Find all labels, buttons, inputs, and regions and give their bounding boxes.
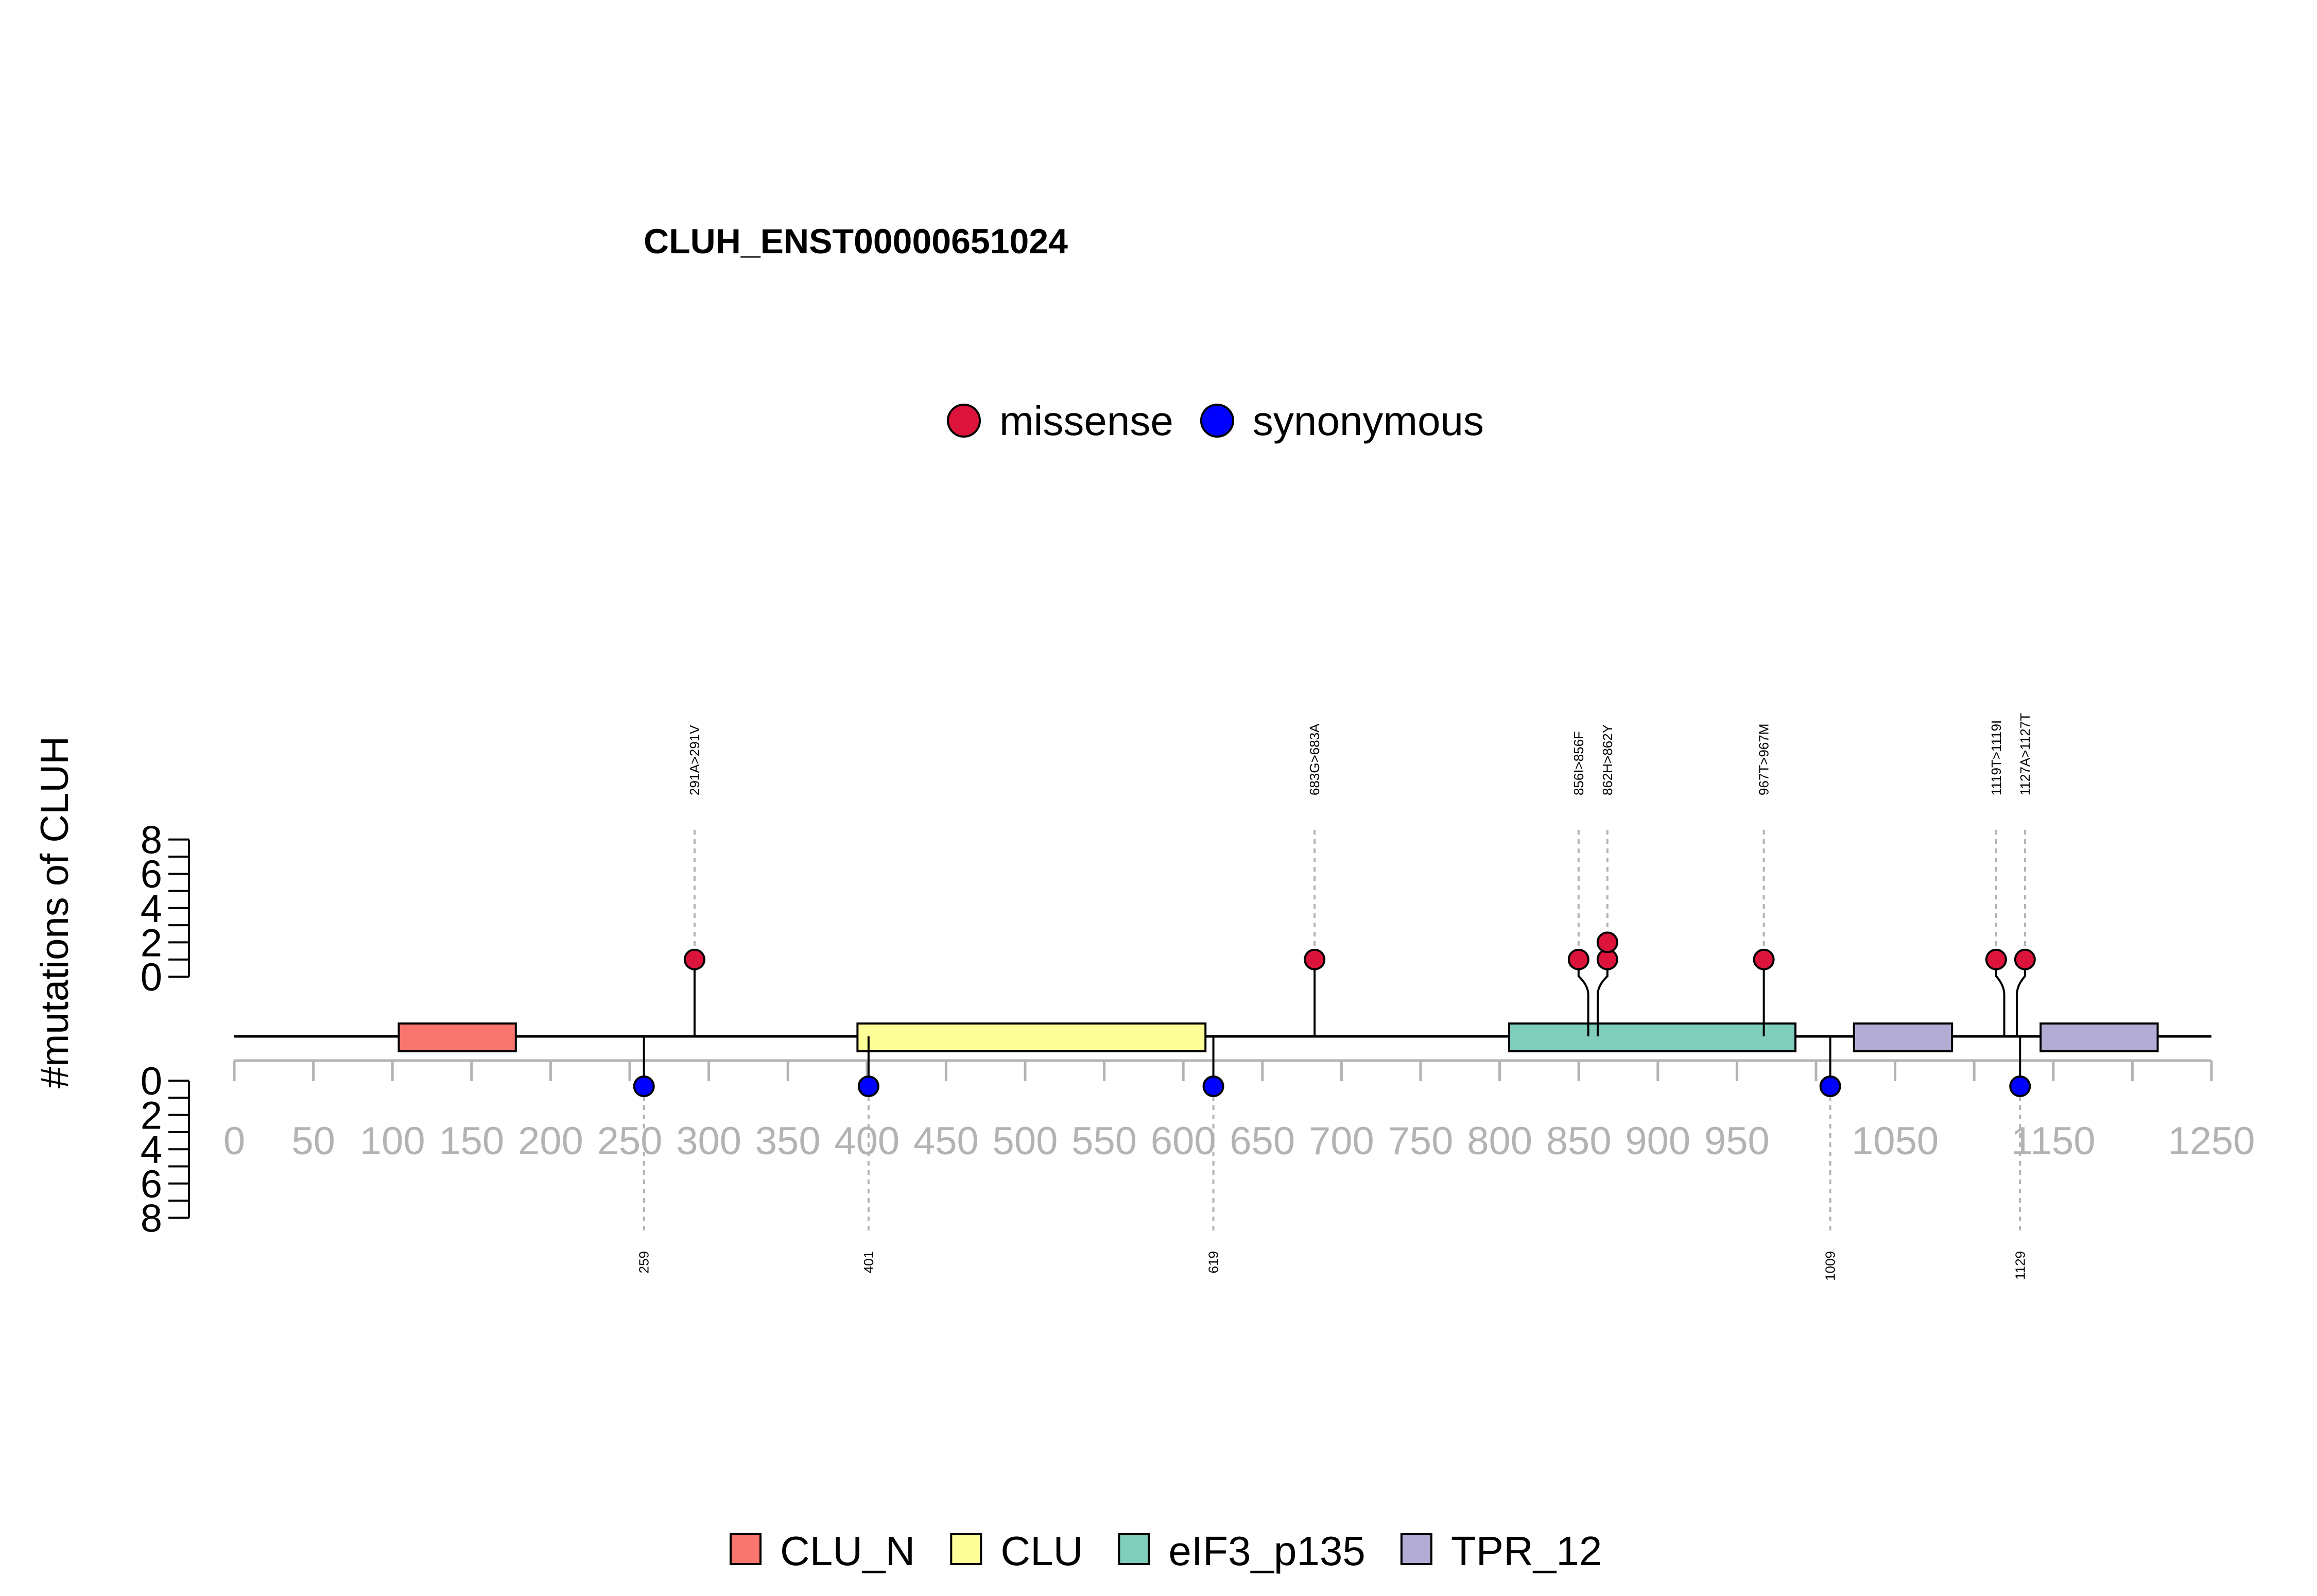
synonymous-point bbox=[633, 1075, 655, 1097]
synonymous-label: 401 bbox=[861, 1251, 876, 1273]
synonymous-point bbox=[857, 1075, 879, 1097]
lower-y-tick-label: 0 bbox=[141, 1060, 162, 1103]
x-tick-label: 550 bbox=[1071, 1119, 1137, 1163]
y-axis-label: #mutations of CLUH bbox=[33, 736, 77, 1088]
missense-label: 1119T>1119I bbox=[1989, 720, 2004, 795]
domain-box bbox=[856, 1022, 1207, 1052]
synonymous-label: 1009 bbox=[1823, 1251, 1838, 1281]
x-tick-label: 900 bbox=[1625, 1119, 1690, 1163]
x-tick-label: 300 bbox=[676, 1119, 741, 1163]
lower-y-tick-label: 6 bbox=[141, 1163, 162, 1206]
x-tick-label: 1250 bbox=[2168, 1119, 2255, 1163]
legend-eIF3_p135-label: eIF3_p135 bbox=[1168, 1528, 1365, 1574]
legend-TPR_12-label: TPR_12 bbox=[1451, 1528, 1602, 1574]
x-tick-label: 850 bbox=[1546, 1119, 1612, 1163]
missense-label: 1127A>1127T bbox=[2017, 713, 2033, 795]
missense-label: 862H>862Y bbox=[1600, 724, 1615, 795]
lower-y-tick-label: 8 bbox=[141, 1196, 162, 1240]
domain-box bbox=[1508, 1022, 1797, 1052]
plot-area: 0 50 100 150 200 250 300 350 400 450 500 550 600 650 7… bbox=[141, 713, 2255, 1281]
legend-synonymous-marker bbox=[1200, 404, 1234, 438]
x-tick-label: 0 bbox=[223, 1119, 245, 1163]
synonymous-label: 259 bbox=[636, 1251, 652, 1273]
upper-y-tick-label: 0 bbox=[141, 956, 162, 999]
synonymous-point bbox=[2009, 1075, 2031, 1097]
x-tick-label: 650 bbox=[1230, 1119, 1295, 1163]
synonymous-point bbox=[1202, 1075, 1224, 1097]
legend-missense-marker bbox=[947, 404, 981, 438]
domain-box bbox=[2039, 1022, 2159, 1052]
missense-label: 683G>683A bbox=[1307, 723, 1322, 795]
x-tick-label: 700 bbox=[1309, 1119, 1374, 1163]
x-tick-label: 150 bbox=[439, 1119, 504, 1163]
missense-label: 856I>856F bbox=[1571, 731, 1586, 795]
domain-box bbox=[1853, 1022, 1953, 1052]
legend-CLU-swatch bbox=[950, 1533, 982, 1565]
synonymous-point bbox=[1819, 1075, 1841, 1097]
legend-CLU-label: CLU bbox=[1000, 1528, 1083, 1574]
legend-CLU_N-swatch bbox=[730, 1533, 762, 1565]
missense-stem bbox=[1597, 942, 1609, 1036]
x-tick-label: 450 bbox=[913, 1119, 979, 1163]
x-tick-label: 200 bbox=[518, 1119, 583, 1163]
mutation-legend: missense synonymous bbox=[947, 398, 1484, 444]
synonymous-label: 619 bbox=[1206, 1251, 1221, 1273]
x-tick-label: 400 bbox=[834, 1119, 900, 1163]
legend-CLU_N-label: CLU_N bbox=[780, 1528, 915, 1574]
x-tick-label: 1150 bbox=[2011, 1119, 2095, 1163]
x-tick-label: 250 bbox=[597, 1119, 663, 1163]
domain-legend: CLU_N CLU eIF3_p135 TPR_12 bbox=[730, 1528, 1602, 1574]
missense-stem bbox=[1577, 959, 1589, 1036]
domain-box bbox=[397, 1022, 517, 1052]
chart-title: CLUH_ENST00000651024 bbox=[644, 222, 1068, 261]
missense-point bbox=[1753, 948, 1775, 970]
x-tick-label: 1050 bbox=[1852, 1119, 1939, 1163]
legend-missense-label: missense bbox=[999, 398, 1173, 444]
missense-label: 291A>291V bbox=[687, 725, 702, 795]
x-tick-label: 950 bbox=[1704, 1119, 1770, 1163]
lower-y-tick-label: 4 bbox=[141, 1128, 162, 1172]
upper-y-tick-label: 4 bbox=[141, 887, 162, 931]
x-tick-label: 800 bbox=[1467, 1119, 1532, 1163]
missense-point bbox=[1567, 948, 1589, 970]
upper-y-tick-label: 6 bbox=[141, 853, 162, 896]
upper-y-tick-label: 8 bbox=[141, 819, 162, 862]
x-tick-label: 50 bbox=[291, 1119, 335, 1163]
synonymous-label: 1129 bbox=[2012, 1251, 2028, 1280]
lower-y-tick-label: 2 bbox=[141, 1094, 162, 1138]
legend-synonymous-label: synonymous bbox=[1253, 398, 1484, 444]
x-tick-label: 350 bbox=[755, 1119, 821, 1163]
missense-label: 967T>967M bbox=[1756, 724, 1772, 795]
x-tick-label: 500 bbox=[993, 1119, 1058, 1163]
x-tick-label: 100 bbox=[360, 1119, 425, 1163]
x-tick-label: 750 bbox=[1388, 1119, 1454, 1163]
legend-eIF3_p135-swatch bbox=[1118, 1533, 1150, 1565]
missense-point bbox=[1596, 931, 1618, 953]
missense-point bbox=[1304, 948, 1326, 970]
missense-point bbox=[683, 948, 705, 970]
x-tick-label: 600 bbox=[1151, 1119, 1216, 1163]
missense-point bbox=[2014, 948, 2036, 970]
missense-point bbox=[1985, 948, 2007, 970]
legend-TPR_12-swatch bbox=[1400, 1533, 1432, 1565]
missense-stem bbox=[1995, 959, 2005, 1036]
missense-stem bbox=[2016, 959, 2026, 1036]
upper-y-tick-label: 2 bbox=[141, 921, 162, 965]
